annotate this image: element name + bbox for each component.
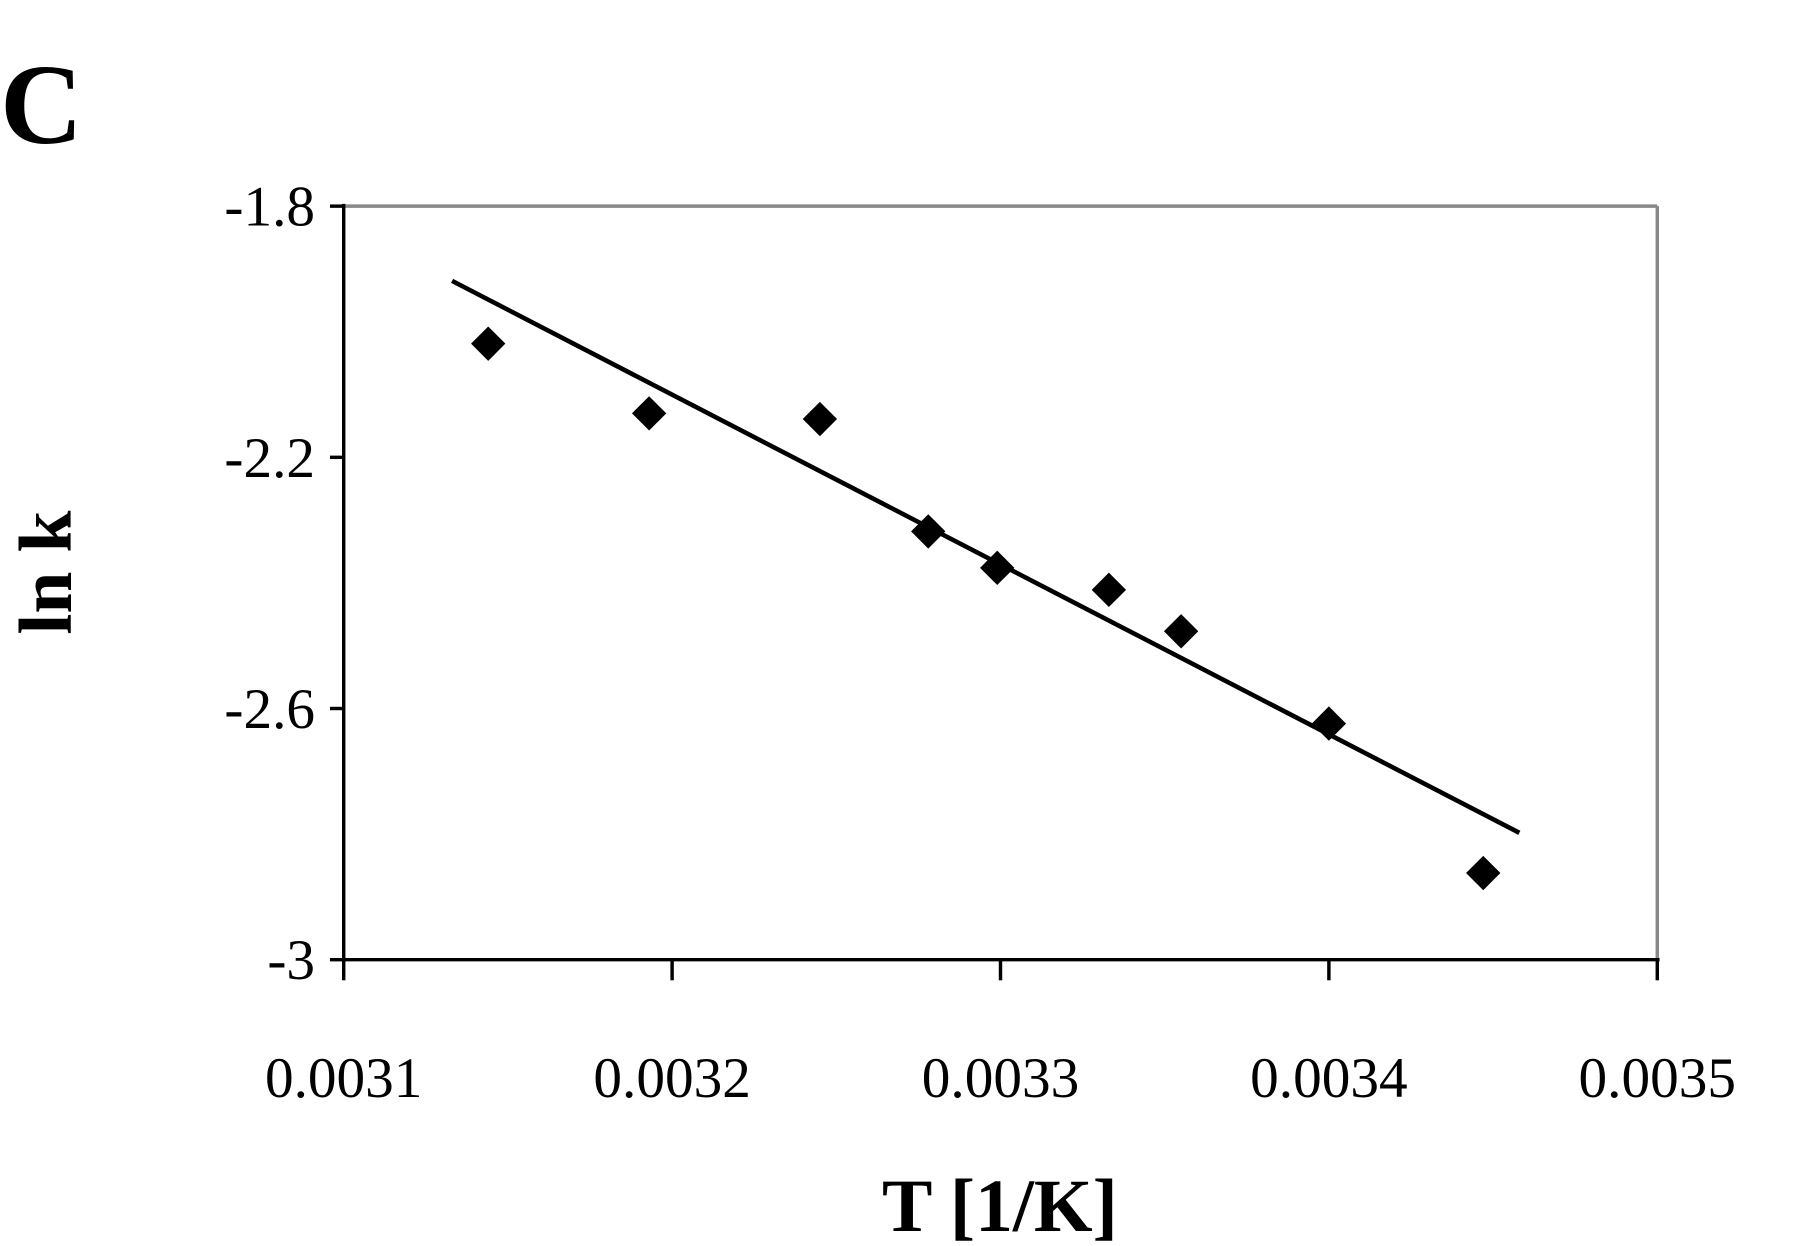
data-point-diamond [802, 401, 838, 437]
data-point-diamond [1091, 572, 1127, 608]
x-tick-label: 0.0032 [593, 1047, 750, 1110]
y-tick-label: -2.2 [224, 427, 315, 490]
trendline [451, 278, 1521, 835]
y-tick-label: -2.6 [224, 678, 315, 741]
panel-label: C [0, 41, 83, 168]
data-point-diamond [631, 396, 667, 431]
data-point-diamond [1163, 614, 1199, 649]
x-tick-label: 0.0034 [1250, 1047, 1407, 1110]
data-point-diamond [471, 326, 506, 361]
data-point-diamond [1311, 706, 1347, 741]
y-tick-label: -1.8 [224, 176, 315, 239]
y-tick-label: -3 [267, 929, 315, 992]
x-tick-label: 0.0033 [922, 1047, 1079, 1110]
plot-frame [341, 203, 1660, 962]
data-point-diamond [1466, 855, 1501, 891]
x-tick-label: 0.0035 [1579, 1047, 1736, 1110]
x-axis-title: T [1/K] [882, 1165, 1118, 1246]
data-point-diamond [980, 550, 1015, 586]
y-axis-title: ln k [5, 511, 88, 635]
data-point-diamond [911, 514, 946, 549]
x-tick-label: 0.0031 [265, 1047, 422, 1110]
